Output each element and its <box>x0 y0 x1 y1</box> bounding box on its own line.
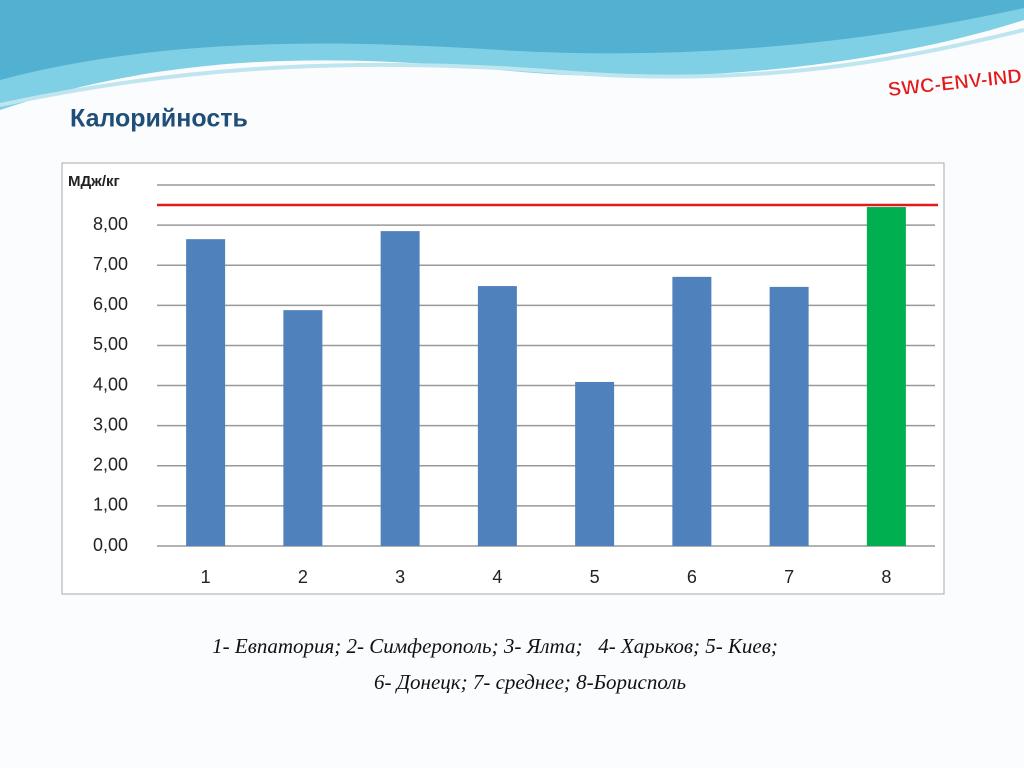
x-tick-label: 2 <box>298 567 308 587</box>
caption: 6- Донецк; 7- среднее; 8-Борисполь <box>374 670 686 694</box>
y-axis-label: МДж/кг <box>68 173 120 190</box>
x-tick-label: 7 <box>784 567 794 587</box>
bar <box>380 231 420 546</box>
wave-line <box>0 28 1024 107</box>
bar <box>866 207 906 547</box>
x-tick-label: 1 <box>201 567 211 587</box>
y-tick-label: 2,00 <box>93 455 128 475</box>
bar <box>283 310 323 546</box>
x-tick-label: 4 <box>492 567 502 587</box>
y-tick-label: 4,00 <box>93 374 128 394</box>
y-tick-label: 8,00 <box>93 214 128 234</box>
plot: 0,00 1,00 2,00 3,00 4,00 5,00 6,00 7,00 8,00 1 2 3 4… <box>93 184 938 587</box>
bar <box>575 381 615 546</box>
caption: 1- Евпатория; 2- Симферополь; 3- Ялта; 4… <box>212 634 778 658</box>
slide-title: Калорийность <box>70 105 248 133</box>
bar <box>477 286 517 546</box>
x-tick-label: 3 <box>395 567 405 587</box>
x-tick-label: 8 <box>881 567 891 587</box>
y-tick-label: 3,00 <box>93 414 128 434</box>
x-tick-label: 6 <box>687 567 697 587</box>
y-tick-label: 0,00 <box>93 535 128 555</box>
y-tick-label: 6,00 <box>93 294 128 314</box>
y-tick-label: 1,00 <box>93 495 128 515</box>
y-tick-label: 5,00 <box>93 334 128 354</box>
bar <box>769 286 809 546</box>
bar <box>672 276 712 546</box>
wave <box>0 0 1024 80</box>
bar <box>186 239 226 546</box>
x-tick-label: 5 <box>590 567 600 587</box>
y-tick-label: 7,00 <box>93 254 128 274</box>
